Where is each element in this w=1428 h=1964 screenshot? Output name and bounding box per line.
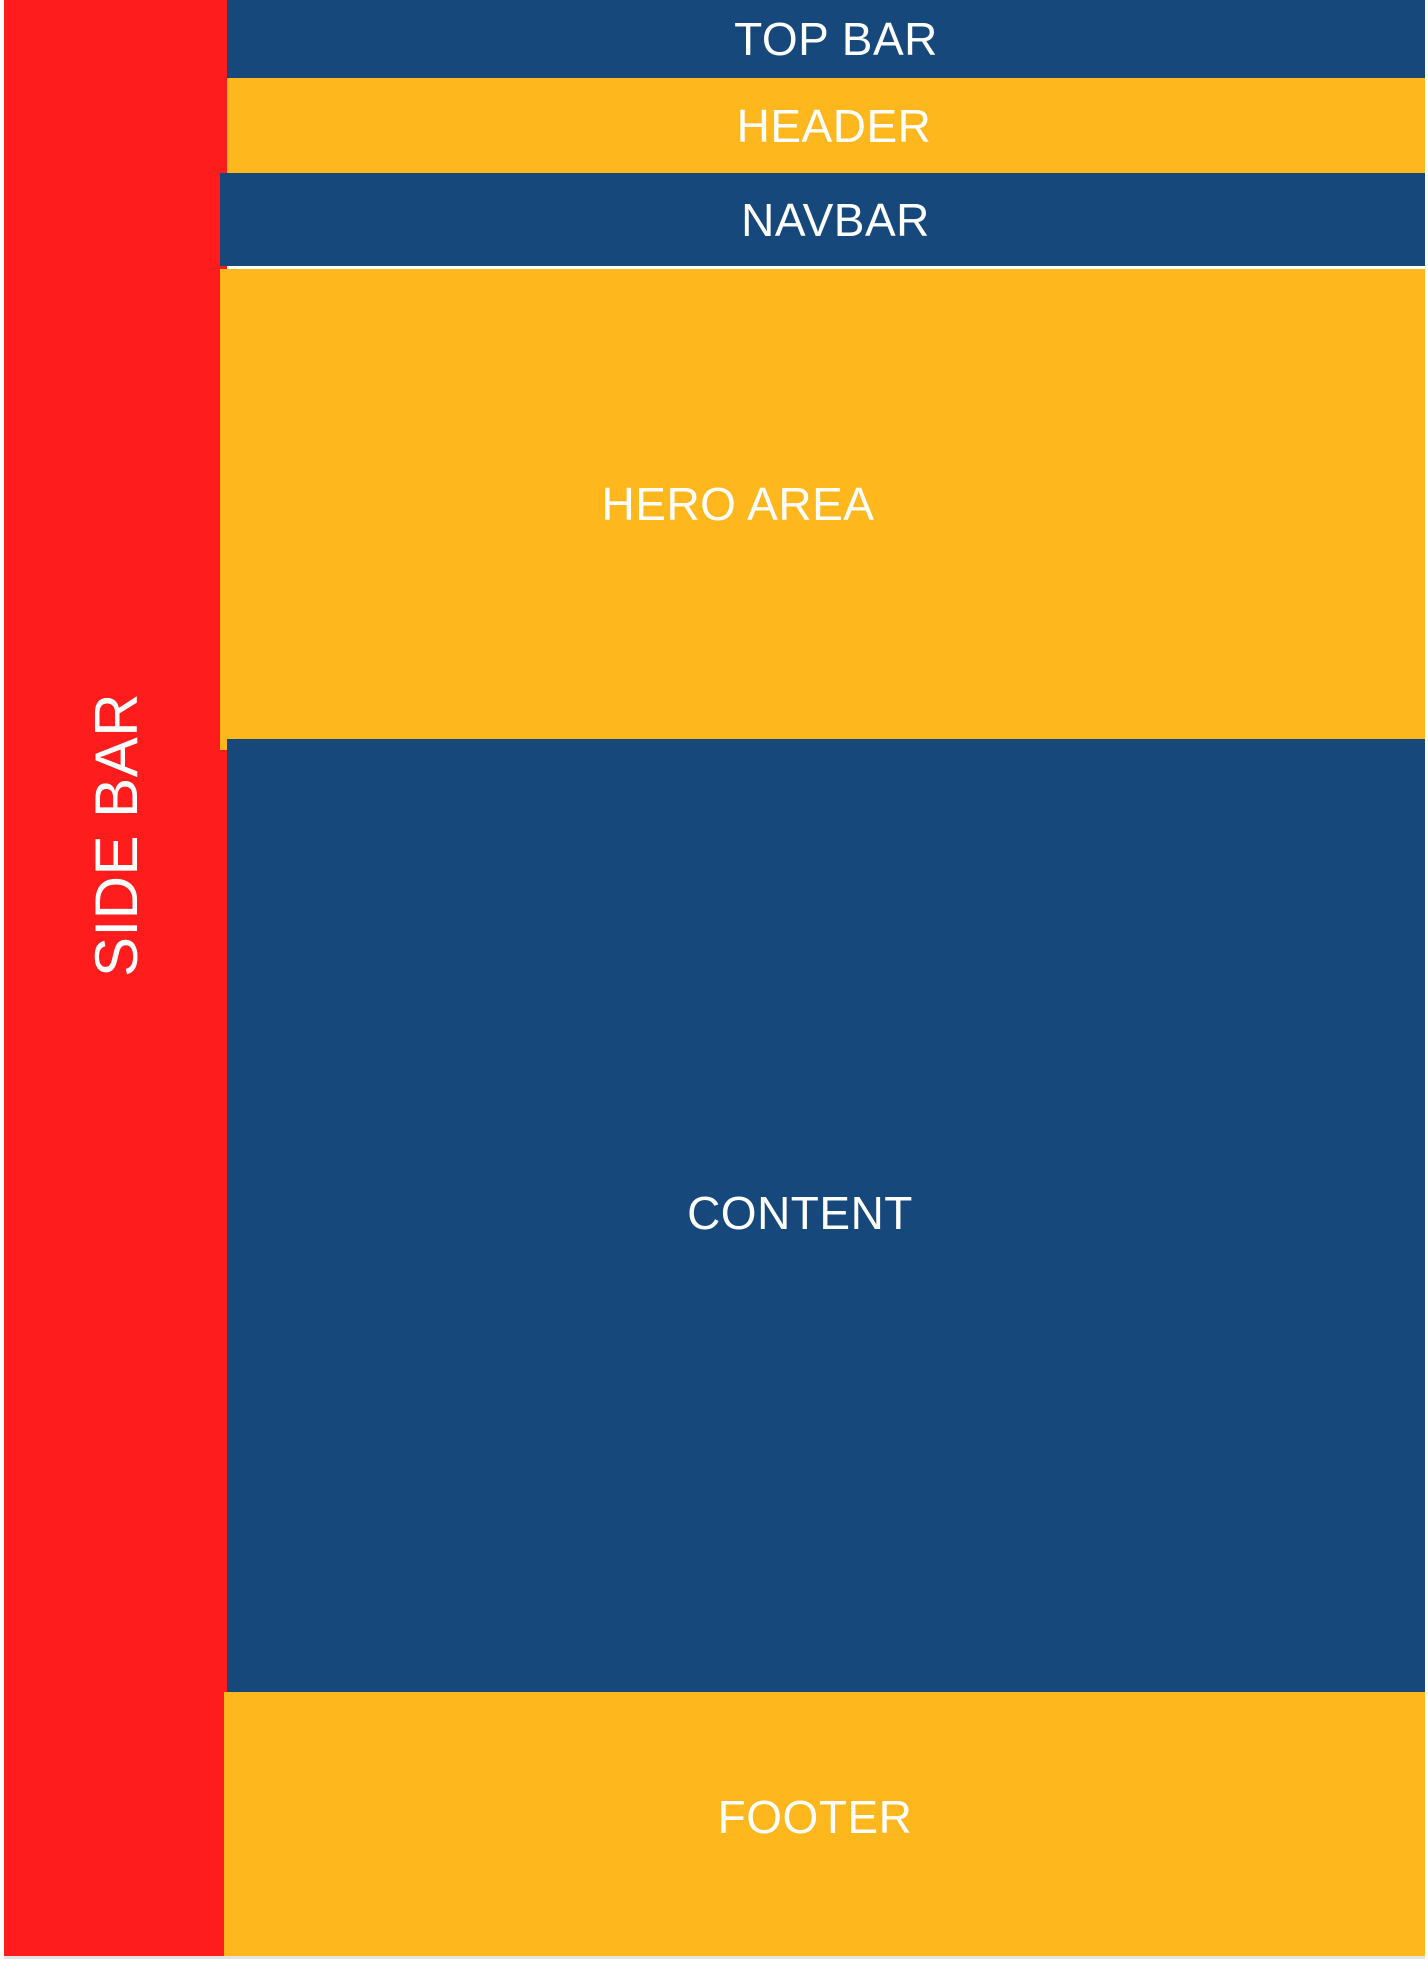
page-bottom-edge	[4, 1956, 1425, 1959]
content-block: CONTENT	[227, 739, 1425, 1692]
sidebar-label: SIDE BAR	[83, 692, 150, 978]
topbar-label: TOP BAR	[734, 13, 938, 65]
navbar-block: NAVBAR	[220, 173, 1425, 266]
hero-area-block: HERO AREA	[220, 269, 1425, 739]
navbar-divider	[227, 266, 1425, 269]
footer-label: FOOTER	[717, 1791, 913, 1843]
hero-area-label: HERO AREA	[601, 478, 875, 530]
sidebar-block: SIDE BAR	[4, 0, 227, 1956]
header-block: HEADER	[227, 78, 1425, 173]
topbar-block: TOP BAR	[227, 0, 1425, 78]
footer-block: FOOTER	[224, 1692, 1425, 1956]
content-label: CONTENT	[687, 1187, 913, 1239]
hero-area-tab	[220, 739, 227, 750]
navbar-label: NAVBAR	[741, 193, 930, 246]
header-label: HEADER	[736, 99, 932, 152]
